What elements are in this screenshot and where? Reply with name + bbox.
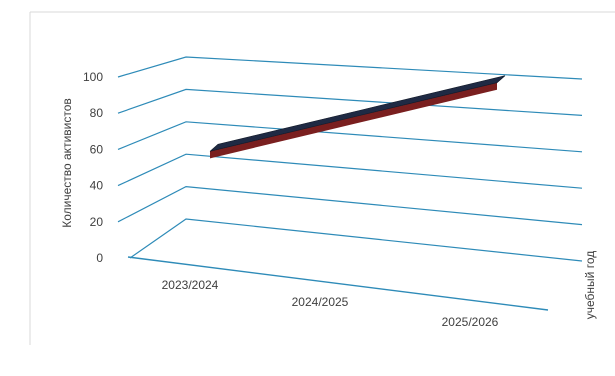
x-tick-label: 2025/2026 xyxy=(442,315,499,329)
series-ribbon-top xyxy=(210,76,505,152)
y-tick-label: 0 xyxy=(96,251,103,265)
x-tick-label: 2023/2024 xyxy=(162,278,219,292)
x-axis-label: учебный год xyxy=(583,251,597,319)
y-tick-label: 80 xyxy=(90,106,104,120)
x-tick-labels: 2023/2024 2024/2025 2025/2026 xyxy=(162,278,499,329)
gridlines xyxy=(118,57,582,225)
gridline xyxy=(118,154,582,188)
y-tick-label: 60 xyxy=(90,142,104,156)
y-tick-label: 20 xyxy=(90,215,104,229)
series-line xyxy=(210,76,505,159)
x-tick-label: 2024/2025 xyxy=(292,295,349,309)
y-tick-labels: 0 20 40 60 80 100 xyxy=(83,70,103,265)
y-tick-label: 40 xyxy=(90,179,104,193)
gridline xyxy=(118,89,582,115)
y-axis-label: Количество активистов xyxy=(60,98,74,228)
gridline xyxy=(118,57,582,79)
category-axis xyxy=(128,219,582,310)
gridline xyxy=(130,219,582,261)
y-tick-label: 100 xyxy=(83,70,103,84)
gridline xyxy=(118,122,582,152)
